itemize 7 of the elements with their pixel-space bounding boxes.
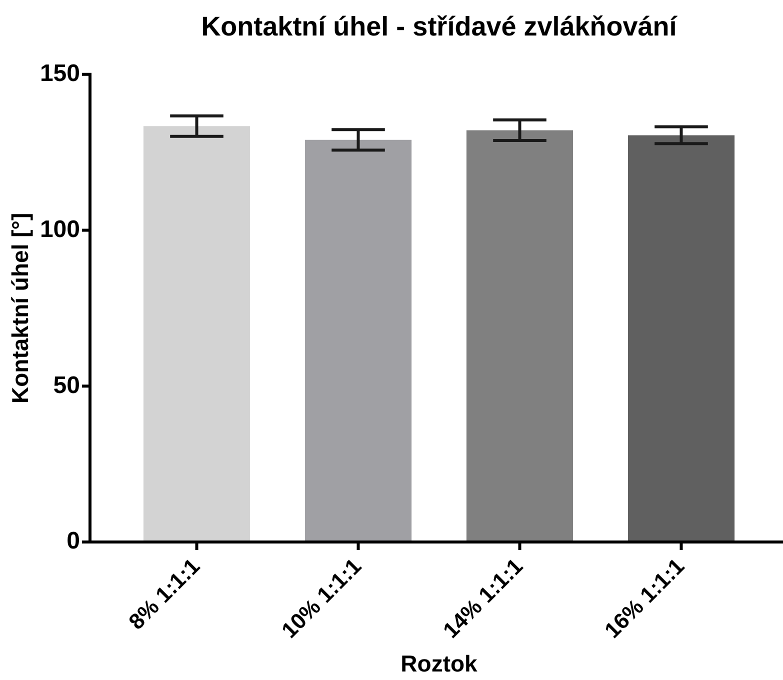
- y-tick-label: 150: [40, 60, 80, 88]
- y-axis-title: Kontaktní úhel [°]: [7, 212, 34, 404]
- y-tick-label: 50: [53, 372, 80, 399]
- x-axis-title: Roztok: [400, 650, 478, 677]
- chart-title: Kontaktní úhel - střídavé zvlákňování: [201, 12, 678, 42]
- y-tick-label: 100: [40, 216, 80, 243]
- y-tick-label: 0: [66, 528, 80, 555]
